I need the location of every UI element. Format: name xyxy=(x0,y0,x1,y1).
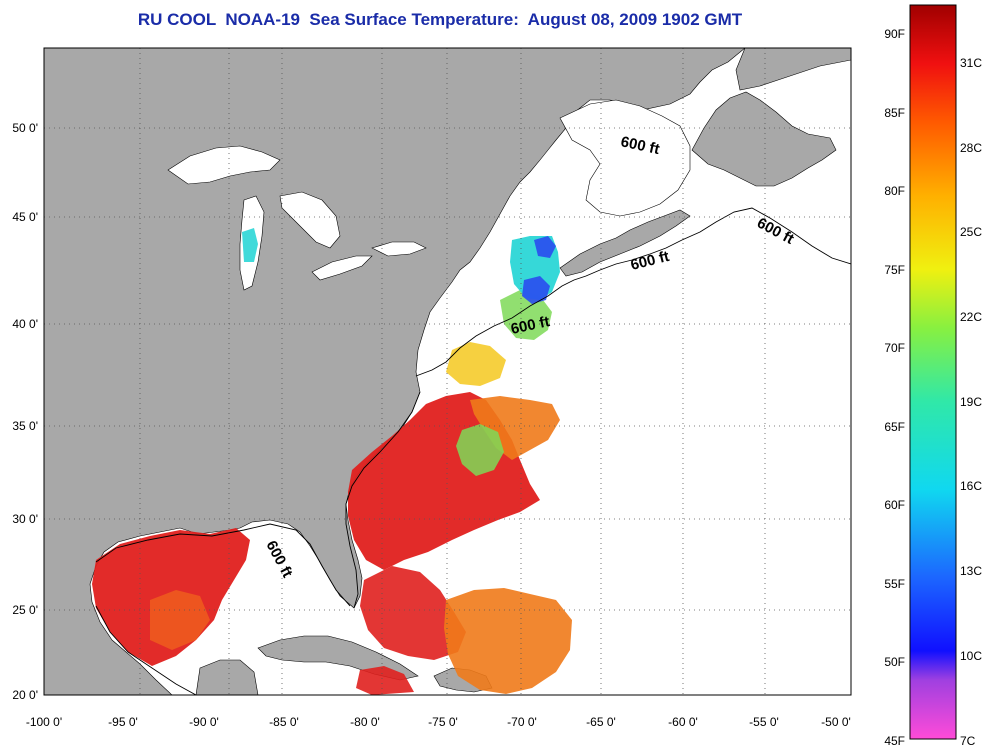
colorbar-c-label: 25C xyxy=(960,225,982,239)
colorbar-f-label: 50F xyxy=(884,655,905,669)
colorbar-f-label: 55F xyxy=(884,577,905,591)
lon-tick-label: -55 0' xyxy=(749,715,779,729)
colorbar-c-label: 10C xyxy=(960,649,982,663)
land-yucatan xyxy=(195,659,259,695)
colorbar-f-label: 45F xyxy=(884,734,905,748)
colorbar-c-label: 28C xyxy=(960,141,982,155)
colorbar-f-label: 75F xyxy=(884,263,905,277)
colorbar-c-label: 13C xyxy=(960,564,982,578)
colorbar-f-label: 70F xyxy=(884,341,905,355)
longitude-axis: -100 0' -95 0' -90 0' -85 0' -80 0' -75 … xyxy=(26,715,851,729)
lon-tick-label: -90 0' xyxy=(189,715,219,729)
colorbar-f-label: 65F xyxy=(884,420,905,434)
colorbar: 90F 85F 80F 75F 70F 65F 60F 55F 50F 45F … xyxy=(884,4,982,748)
lon-tick-label: -70 0' xyxy=(507,715,537,729)
lat-tick-label: 45 0' xyxy=(12,210,38,224)
lat-tick-label: 40 0' xyxy=(12,317,38,331)
lon-tick-label: -65 0' xyxy=(586,715,616,729)
lake-superior xyxy=(167,145,281,185)
gulf-st-lawrence xyxy=(559,99,691,217)
colorbar-gradient xyxy=(909,4,957,740)
colorbar-f-label: 85F xyxy=(884,106,905,120)
lon-tick-label: -85 0' xyxy=(269,715,299,729)
land-nova-scotia xyxy=(559,209,691,277)
lon-tick-label: -80 0' xyxy=(350,715,380,729)
lat-tick-label: 35 0' xyxy=(12,419,38,433)
lat-tick-label: 25 0' xyxy=(12,603,38,617)
map-title: RU COOL NOAA-19 Sea Surface Temperature:… xyxy=(137,10,743,29)
lat-tick-label: 50 0' xyxy=(12,121,38,135)
latitude-axis: 50 0' 45 0' 40 0' 35 0' 30 0' 25 0' 20 0… xyxy=(12,121,38,702)
lon-tick-label: -50 0' xyxy=(821,715,851,729)
lat-tick-label: 30 0' xyxy=(12,512,38,526)
plot-frame xyxy=(43,47,852,696)
lake-erie xyxy=(311,255,373,281)
land-newfoundland xyxy=(691,91,837,187)
colorbar-c-label: 7C xyxy=(960,734,976,748)
colorbar-f-label: 90F xyxy=(884,27,905,41)
lon-tick-label: -60 0' xyxy=(668,715,698,729)
sst-data xyxy=(92,228,572,695)
lat-tick-label: 20 0' xyxy=(12,688,38,702)
colorbar-c-label: 16C xyxy=(960,479,982,493)
lon-tick-label: -75 0' xyxy=(428,715,458,729)
lon-tick-label: -100 0' xyxy=(26,715,62,729)
lake-huron xyxy=(279,191,341,249)
colorbar-c-label: 22C xyxy=(960,310,982,324)
colorbar-c-label: 19C xyxy=(960,395,982,409)
colorbar-c-label: 31C xyxy=(960,56,982,70)
lake-ontario xyxy=(371,241,427,257)
isobath-lines xyxy=(95,207,851,695)
colorbar-f-label: 80F xyxy=(884,184,905,198)
lon-tick-label: -95 0' xyxy=(108,715,138,729)
colorbar-f-label: 60F xyxy=(884,498,905,512)
